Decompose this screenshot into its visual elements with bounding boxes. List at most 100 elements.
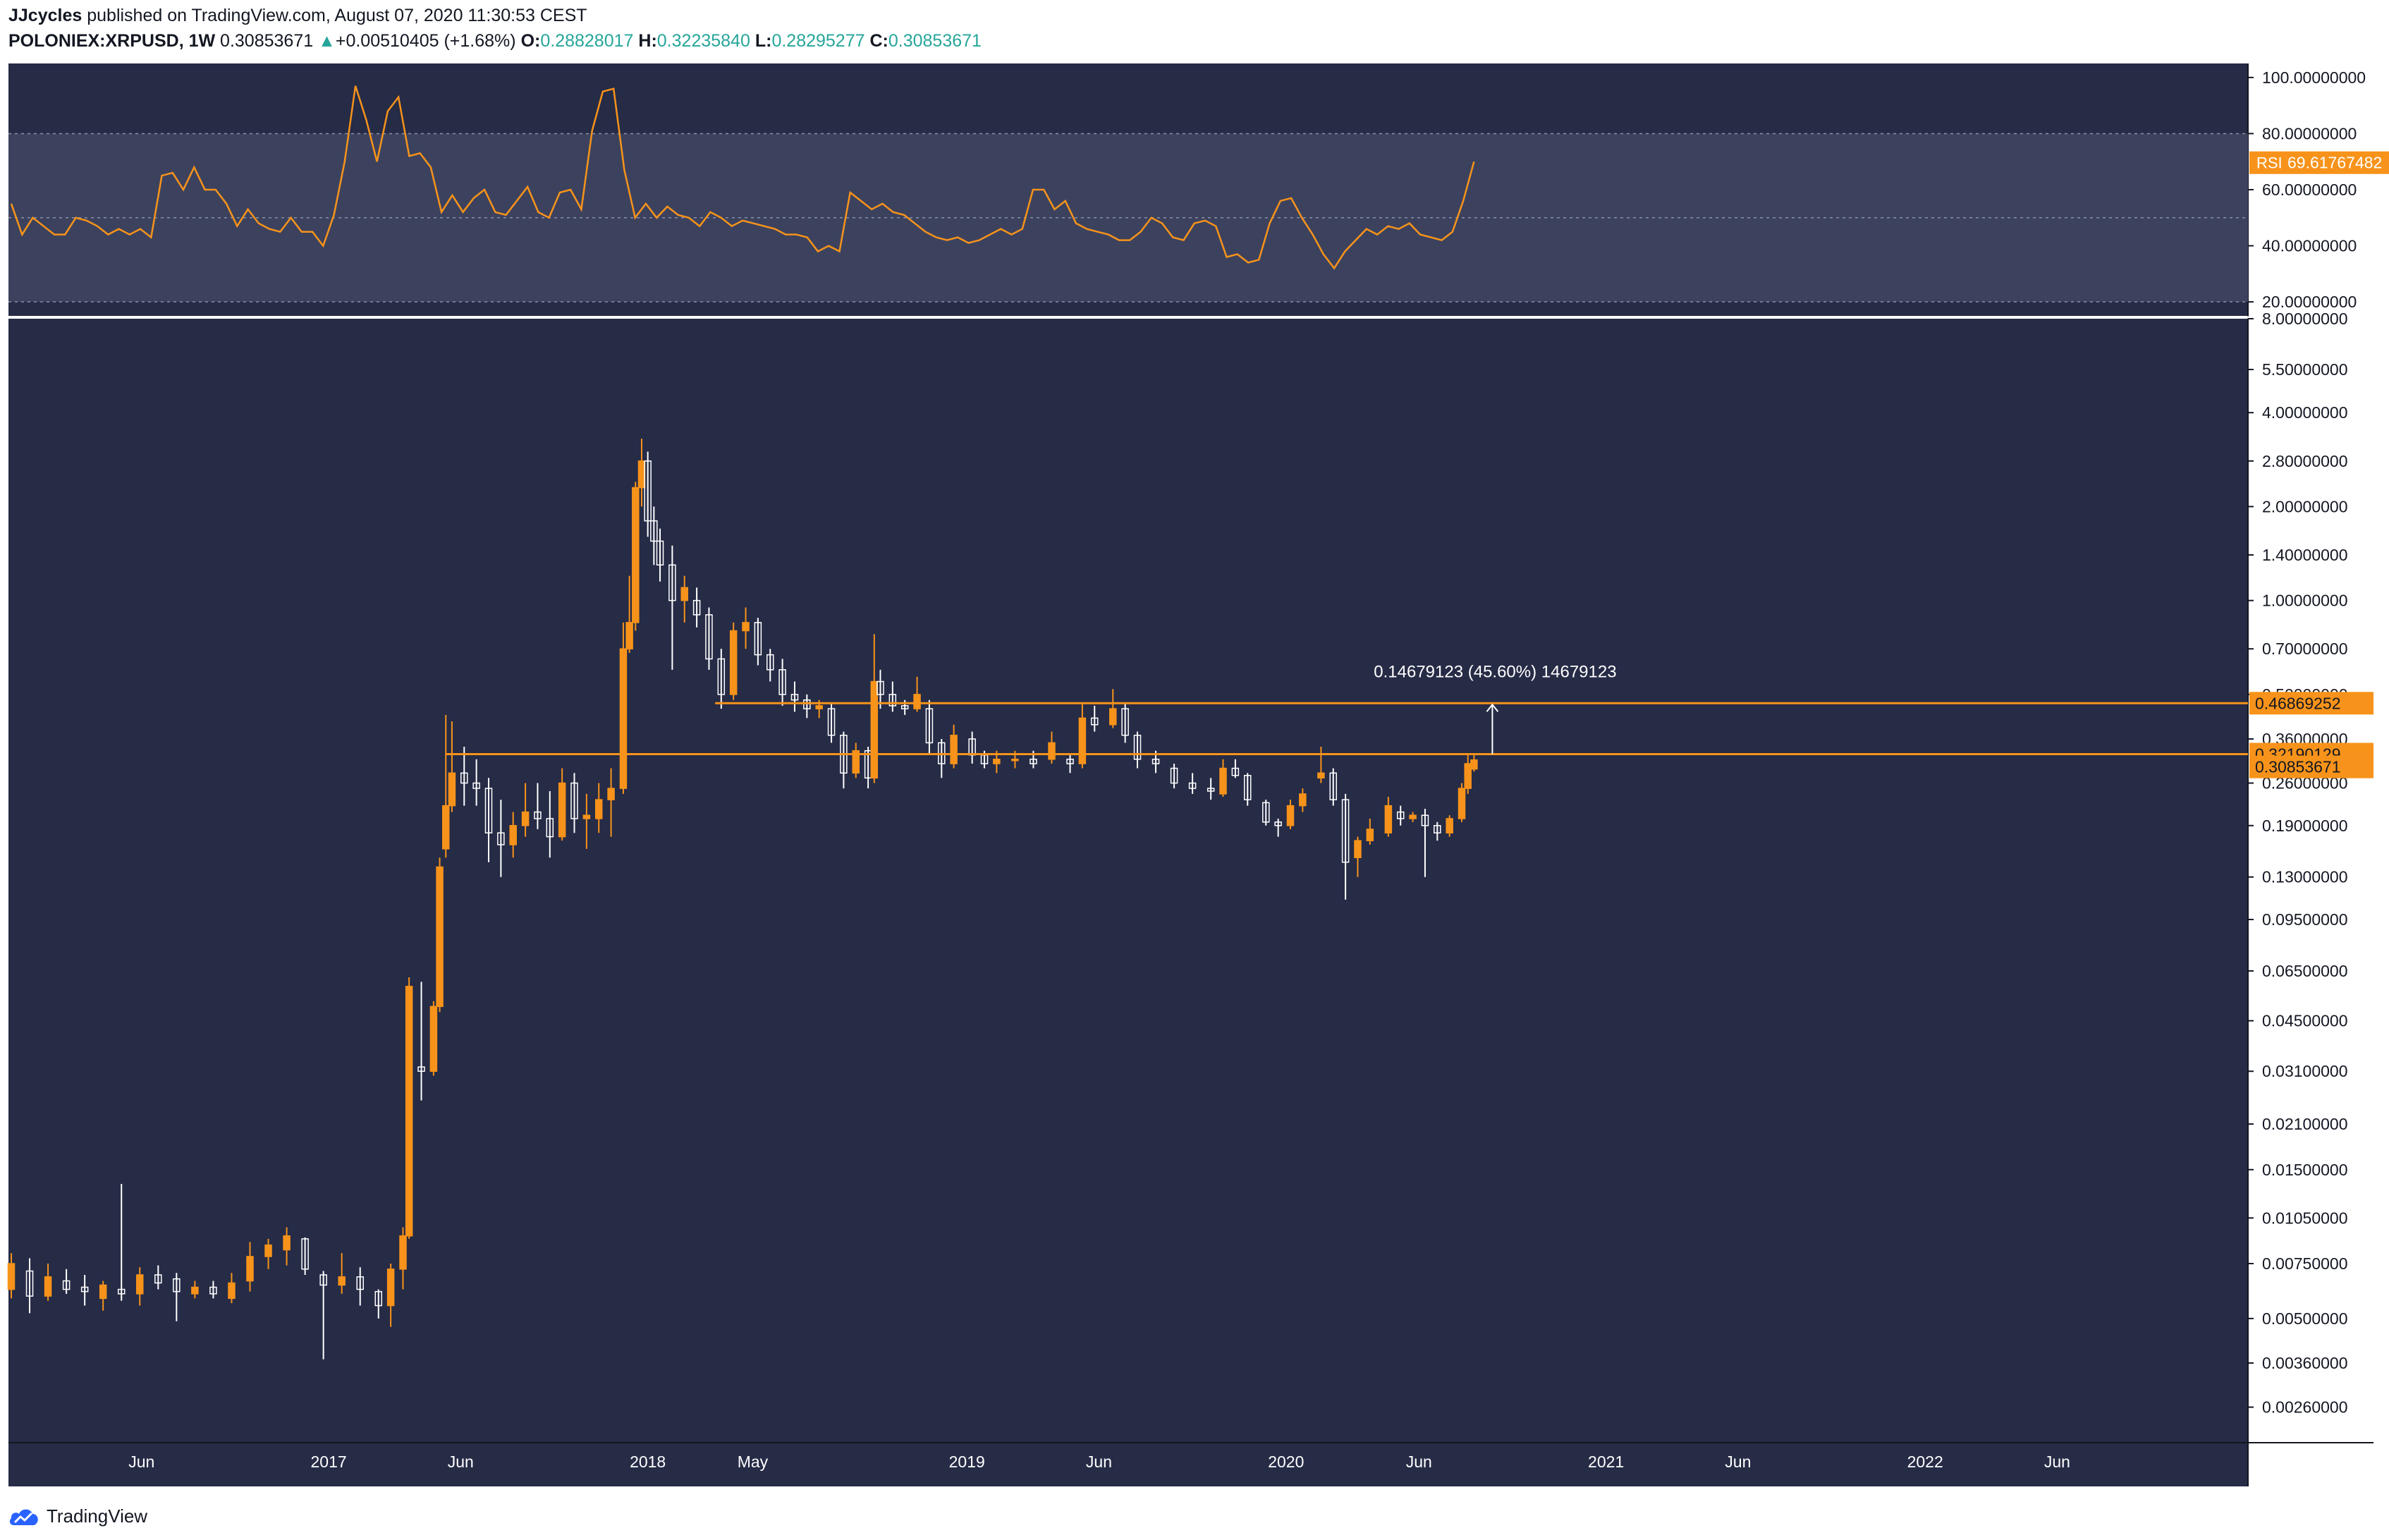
candle-body [644,460,652,522]
publish-line: JJcycles published on TradingView.com, A… [8,6,587,26]
candle-body [1470,759,1478,770]
low-value: 0.28295277 [771,31,865,51]
candle-body [1219,767,1227,795]
candle-body [1434,825,1441,833]
candle-body [1341,799,1350,863]
candle-body [448,772,456,807]
last-price-label: 0.30853671 [2255,758,2341,776]
rsi-value-label-bg [2249,151,2389,174]
rsi-value-label: 69.61767482 [2287,154,2382,172]
candle-body [436,866,444,1008]
candle-body [1091,717,1099,726]
symbol-line: POLONIEX:XRPUSD, 1W 0.30853671 ▲+0.00510… [8,31,982,51]
time-axis-label: Jun [2044,1453,2070,1471]
time-axis-label: 2020 [1268,1453,1304,1471]
candle-body [546,818,554,838]
price-change: +0.00510405 (+1.68%) [335,31,516,51]
candle-body [637,460,646,489]
last-price-label-bg [2249,755,2373,778]
candle-body [656,540,664,566]
candle-body [1262,802,1270,823]
candle-body [925,708,934,744]
candle-body [173,1278,181,1292]
high-value: 0.32235840 [656,31,750,51]
time-axis-label: Jun [128,1453,154,1471]
candle-body [1409,814,1417,819]
level-price-label: 0.46869252 [2255,694,2341,712]
candle-body [1446,818,1453,833]
rsi-axis-tick-label: 60.00000000 [2262,181,2357,199]
candle-body [692,599,701,616]
level-price-label-bg [2249,692,2373,715]
time-axis-label: 2018 [630,1453,666,1471]
price-axis-tick-label: 0.00360000 [2262,1354,2348,1372]
candle-body [399,1235,407,1270]
candle-body [1231,767,1240,776]
candle-body [472,782,480,789]
rsi-axis-tick-label: 80.00000000 [2262,124,2357,142]
chart-header: JJcycles published on TradingView.com, A… [8,0,2378,59]
candle-body [594,799,603,819]
high-label: H: [638,31,657,51]
candle-body [7,1263,16,1290]
tradingview-cloud-icon[interactable] [8,1505,39,1527]
candle-body [405,986,413,1237]
time-axis-label: Jun [1086,1453,1112,1471]
candle-body [509,825,517,845]
candle-body [246,1256,254,1282]
candle-body [1133,734,1142,760]
candle-body [1354,840,1362,858]
price-axis-tick-label: 0.70000000 [2262,640,2348,658]
price-axis-tick-label: 2.00000000 [2262,497,2348,515]
candle-body [570,782,578,819]
candle-body [558,782,566,838]
candle-body [484,788,493,833]
rsi-axis-tick-label: 40.00000000 [2262,237,2357,255]
candle-body [1243,774,1252,800]
candle-body [374,1290,383,1307]
candle-body [497,832,505,845]
measure-arrow-head [1486,703,1499,712]
candle-body [619,648,628,789]
candle-body [80,1286,89,1292]
candle-body [766,654,774,671]
candle-body [319,1274,327,1286]
candle-body [815,705,823,709]
candle-body [1464,763,1472,789]
candle-body [301,1238,309,1270]
candle-body [1384,805,1393,833]
candle-body [1299,793,1307,807]
candle-body [441,805,450,850]
author-name[interactable]: JJcycles [8,6,83,25]
price-axis-tick-label: 0.06500000 [2262,962,2348,980]
time-axis-label: 2022 [1907,1453,1943,1471]
candle-body [888,694,897,707]
price-axis-tick-label: 0.13000000 [2262,868,2348,886]
candle-body [680,587,688,601]
candle-body [668,564,676,601]
symbol-label: POLONIEX:XRPUSD, 1W [8,31,216,51]
open-value: 0.28828017 [540,31,634,51]
candle-body [429,1006,438,1072]
candle-body [803,699,811,709]
candle-body [705,614,713,660]
candle-body [264,1244,272,1257]
rsi-line [10,85,1475,270]
candle-body [993,758,1001,764]
price-axis-tick-label: 0.02100000 [2262,1115,2348,1133]
candle-body [62,1280,71,1290]
candle-body [1066,758,1074,764]
candle-body [1151,758,1160,764]
price-axis-tick-label: 4.00000000 [2262,403,2348,422]
price-axis-tick-label: 8.00000000 [2262,310,2348,328]
candle-body [852,750,860,774]
time-axis-label: May [738,1453,769,1471]
candle-body [1011,758,1019,762]
footer-brand[interactable]: TradingView [47,1505,148,1527]
low-label: L: [754,31,772,51]
time-axis-background [8,1443,2248,1486]
chart-canvas[interactable]: 100.00000000 80.00000000 60.00000000 40.000… [0,59,2389,1491]
close-value: 0.30853671 [888,31,982,51]
price-axis-tick-label: 1.00000000 [2262,592,2348,610]
candle-body [607,788,615,800]
